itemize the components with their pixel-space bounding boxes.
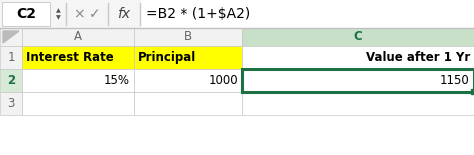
Bar (471, 89, 474, 94)
Text: =B2 * (1+$A2): =B2 * (1+$A2) (146, 7, 250, 21)
Bar (0, 28, 474, 155)
Text: 1: 1 (7, 51, 15, 64)
Bar (0, 69, 22, 92)
Bar (134, 92, 242, 115)
Bar (22, 28, 134, 46)
Text: 15%: 15% (104, 74, 130, 87)
Polygon shape (3, 31, 19, 43)
Bar (242, 92, 474, 115)
Text: ▲: ▲ (55, 8, 60, 13)
Bar (22, 92, 134, 115)
Bar (22, 46, 134, 69)
Text: ×: × (73, 7, 85, 21)
Bar (242, 28, 474, 46)
Text: 2: 2 (7, 74, 15, 87)
Bar (0, 28, 22, 46)
Bar (134, 46, 242, 69)
Text: ▼: ▼ (55, 15, 60, 20)
Bar (0, 0, 474, 28)
Text: B: B (184, 31, 192, 44)
Bar (22, 69, 134, 92)
Text: 3: 3 (7, 97, 15, 110)
Bar (242, 46, 474, 69)
Bar (0, 92, 22, 115)
Text: Interest Rate: Interest Rate (26, 51, 114, 64)
Text: 1000: 1000 (209, 74, 238, 87)
Bar (134, 69, 242, 92)
Bar (0, 46, 22, 69)
Bar (134, 28, 242, 46)
Text: Value after 1 Yr: Value after 1 Yr (366, 51, 470, 64)
Text: Principal: Principal (138, 51, 196, 64)
Text: fx: fx (118, 7, 130, 21)
Text: A: A (74, 31, 82, 44)
Bar (141, 0, 474, 28)
Bar (242, 69, 474, 92)
Text: 1150: 1150 (439, 74, 469, 87)
Bar (2, 2, 50, 26)
Text: C2: C2 (16, 7, 36, 21)
Text: C: C (354, 31, 363, 44)
Text: ✓: ✓ (89, 7, 101, 21)
Bar (242, 69, 474, 92)
